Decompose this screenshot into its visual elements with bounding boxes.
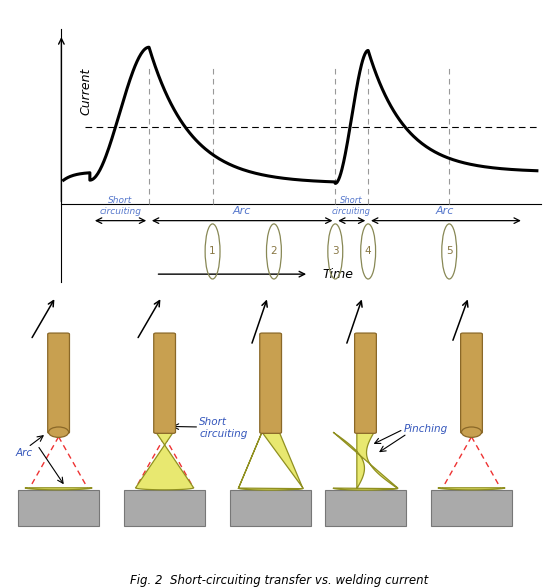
Text: Fig. 2  Short-circuiting transfer vs. welding current: Fig. 2 Short-circuiting transfer vs. wel… — [130, 574, 428, 587]
Polygon shape — [238, 432, 303, 490]
FancyBboxPatch shape — [48, 333, 70, 433]
Circle shape — [461, 427, 482, 437]
Bar — [124, 490, 205, 526]
Bar — [325, 490, 406, 526]
Text: 4: 4 — [365, 246, 372, 256]
FancyBboxPatch shape — [461, 333, 483, 433]
Text: Arc: Arc — [436, 206, 454, 216]
Text: Arc: Arc — [233, 206, 251, 216]
Text: Short
circuiting: Short circuiting — [332, 196, 371, 216]
Text: 5: 5 — [446, 246, 453, 256]
FancyBboxPatch shape — [259, 333, 281, 433]
Circle shape — [49, 427, 69, 437]
Text: 3: 3 — [332, 246, 339, 256]
Bar — [230, 490, 311, 526]
Text: Current: Current — [79, 67, 92, 115]
Text: Short
circuiting: Short circuiting — [99, 196, 142, 216]
Text: 1: 1 — [209, 246, 216, 256]
Polygon shape — [25, 488, 92, 490]
Polygon shape — [333, 432, 398, 490]
Bar — [431, 490, 512, 526]
Text: Time: Time — [322, 268, 353, 280]
FancyBboxPatch shape — [355, 333, 376, 433]
Text: Pinching: Pinching — [403, 425, 448, 435]
Text: 2: 2 — [271, 246, 277, 256]
Polygon shape — [438, 488, 505, 490]
Bar — [18, 490, 99, 526]
Polygon shape — [136, 432, 194, 490]
Text: Short
circuiting: Short circuiting — [199, 417, 248, 439]
FancyBboxPatch shape — [154, 333, 176, 433]
Text: Arc: Arc — [16, 448, 32, 458]
